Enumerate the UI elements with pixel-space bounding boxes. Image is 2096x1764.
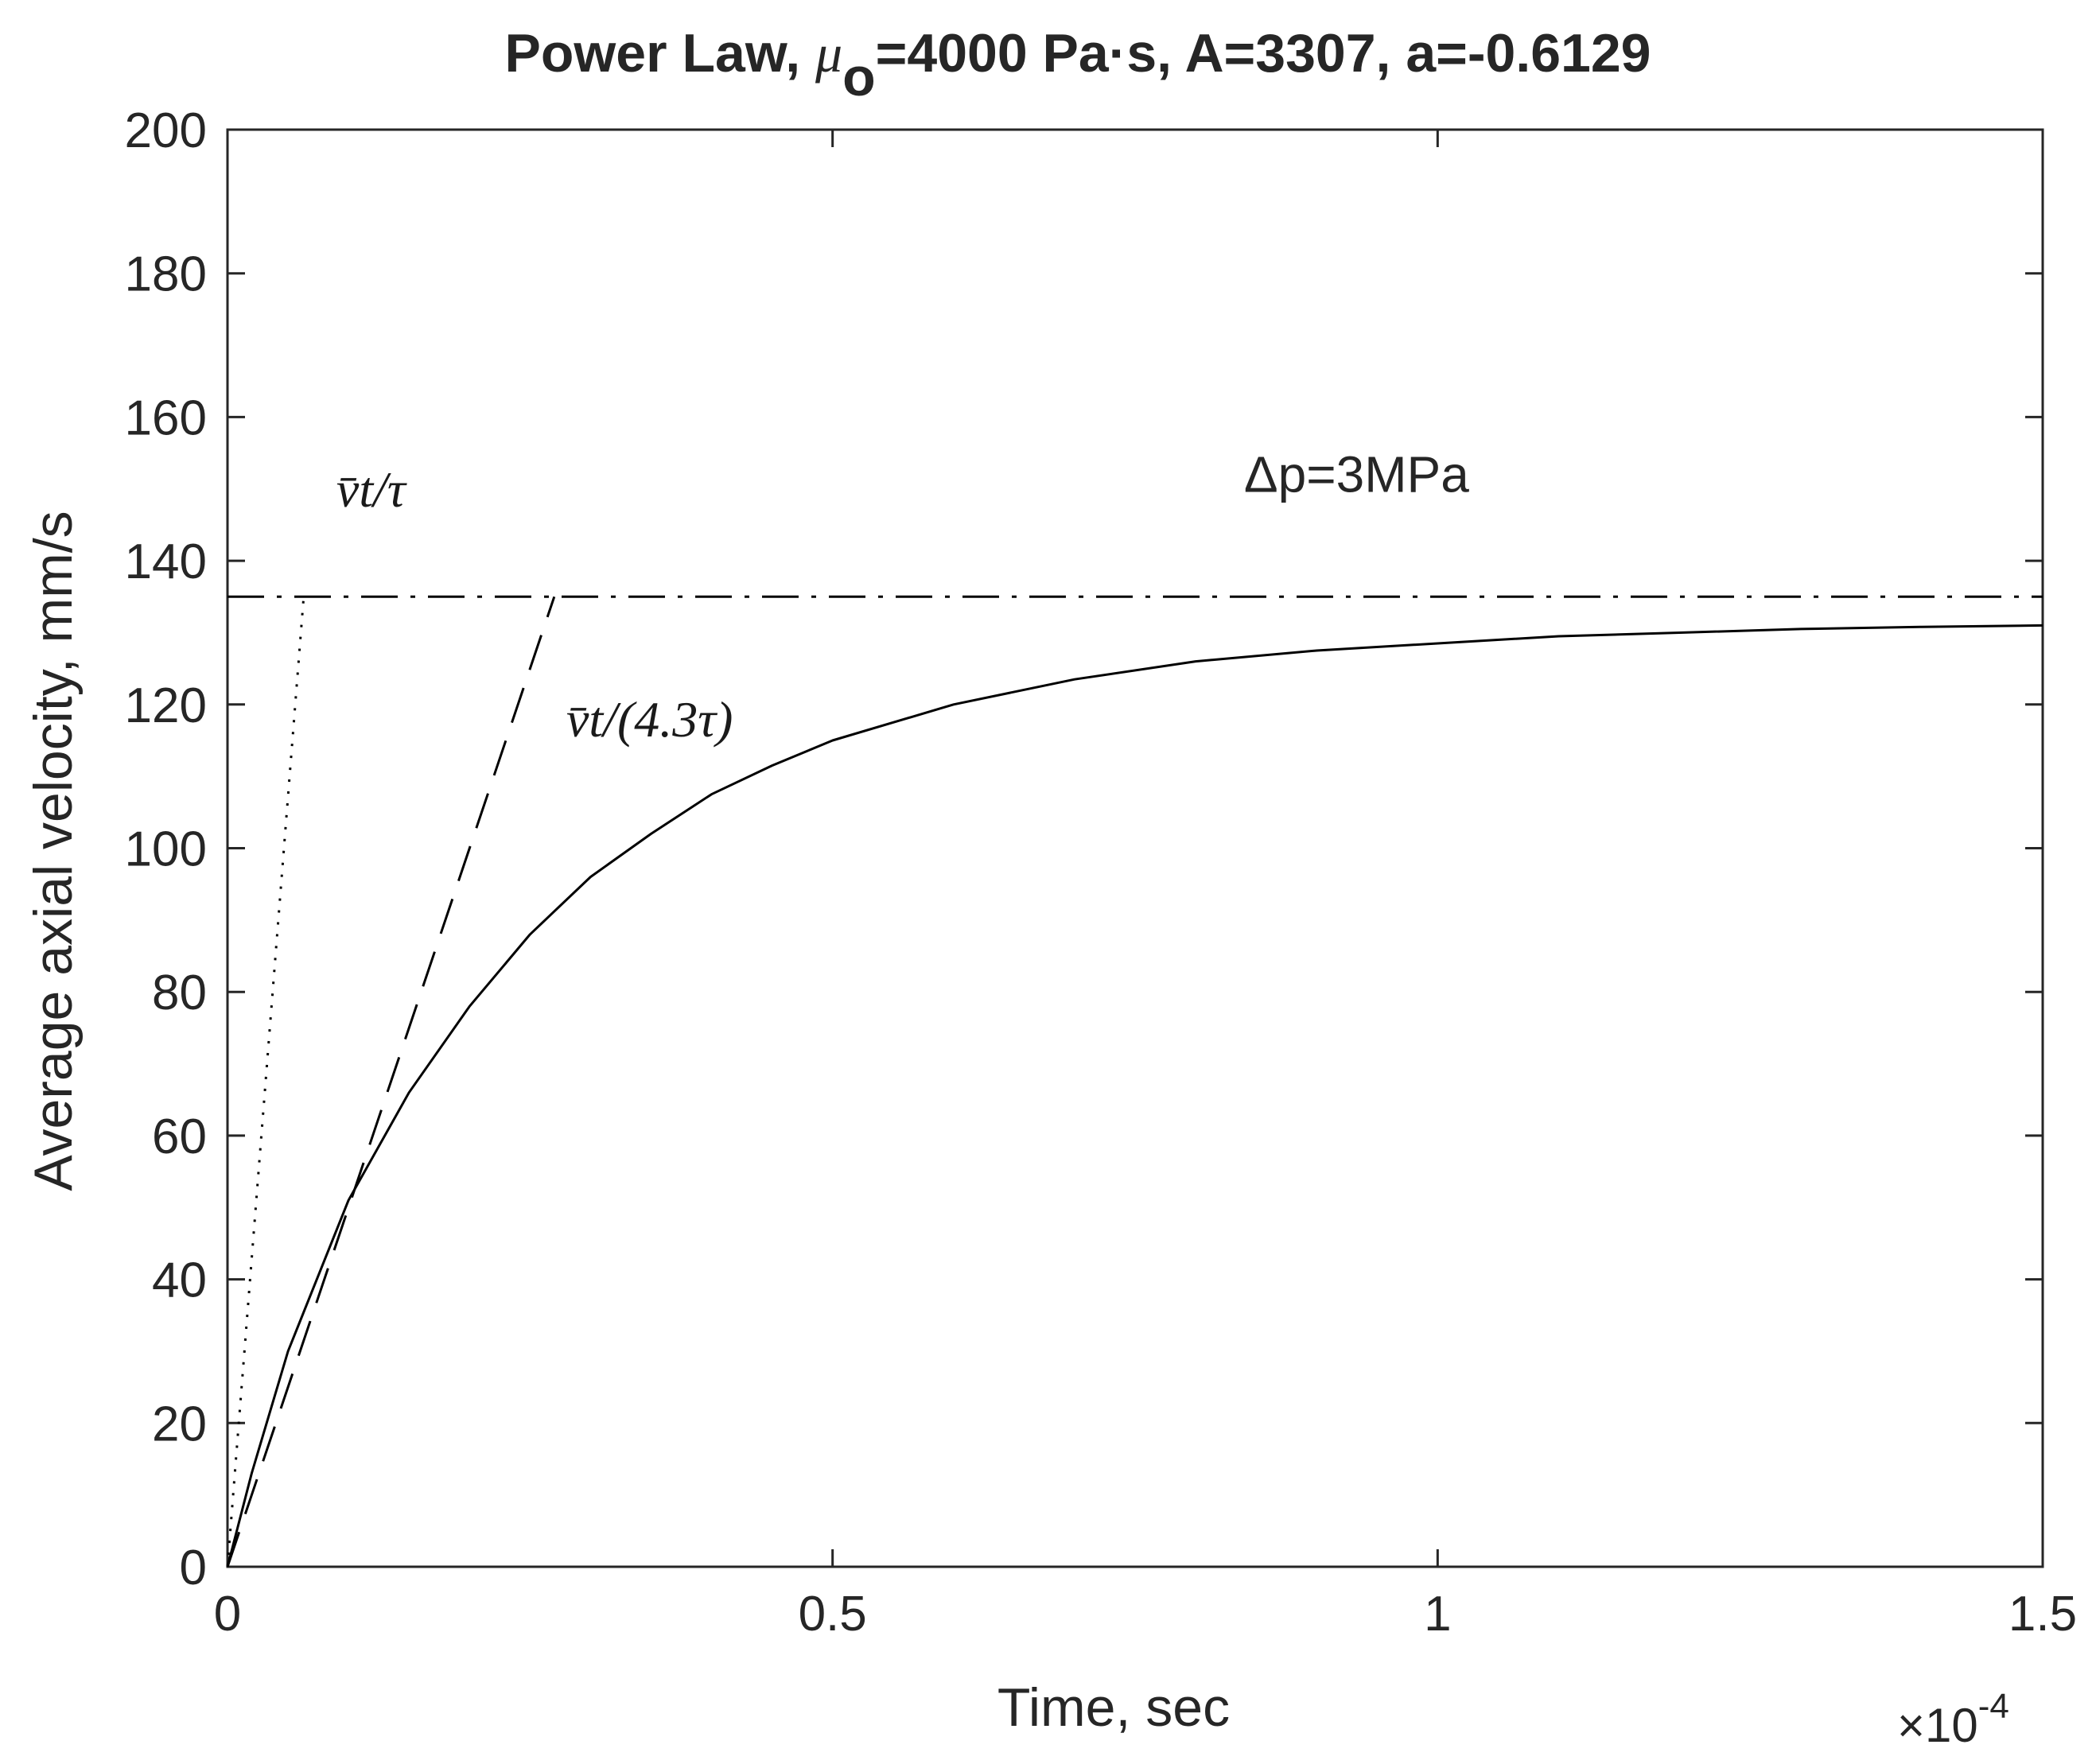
- x-exponent-power: -4: [1978, 1687, 2009, 1726]
- chart-title: Power Law, μo=4000 Pa·s, A=3307, a=-0.61…: [505, 23, 1651, 107]
- annotation-delta-p: Δp=3MPa: [1244, 446, 1469, 503]
- x-exponent-base: ×10: [1897, 1699, 1978, 1752]
- y-tick-label: 200: [125, 103, 207, 158]
- annotation-vt-over-4-3-tau: v̄t/(4.3τ): [566, 691, 733, 748]
- x-tick-label: 1: [1424, 1587, 1451, 1642]
- title-mu: μ: [815, 23, 842, 84]
- y-tick-label: 120: [125, 678, 207, 733]
- annotation-vt-over-tau: v̄t/τ: [336, 461, 407, 518]
- y-tick-label: 160: [125, 390, 207, 445]
- x-tick-label: 0.5: [799, 1587, 867, 1642]
- x-exponent-label: ×10-4: [1897, 1687, 2009, 1752]
- x-axis-label: Time, sec: [997, 1677, 1230, 1738]
- y-tick-label: 100: [125, 822, 207, 877]
- title-prefix: Power Law,: [505, 23, 815, 84]
- y-tick-label: 140: [125, 534, 207, 589]
- title-suffix: =4000 Pa·s, A=3307, a=-0.6129: [876, 23, 1651, 84]
- tick-labels: 0 0.5 1 1.5 0 20 40 60 80 100 120 140 160 180 200: [125, 103, 2078, 1642]
- x-tick-label: 1.5: [2009, 1587, 2077, 1642]
- title-mu-subscript: o: [842, 47, 876, 107]
- series-line-dashed: [226, 596, 556, 1568]
- series-line-solid: [226, 624, 2044, 1568]
- y-tick-label: 180: [125, 247, 207, 302]
- x-tick-label: 0: [214, 1587, 241, 1642]
- y-tick-label: 20: [152, 1397, 207, 1451]
- y-tick-label: 60: [152, 1109, 207, 1164]
- y-tick-label: 80: [152, 966, 207, 1020]
- y-axis-label: Average axial velocity, mm/s: [23, 511, 84, 1191]
- y-tick-label: 40: [152, 1253, 207, 1308]
- series-layer: [226, 595, 2044, 1568]
- y-tick-label: 0: [180, 1541, 207, 1595]
